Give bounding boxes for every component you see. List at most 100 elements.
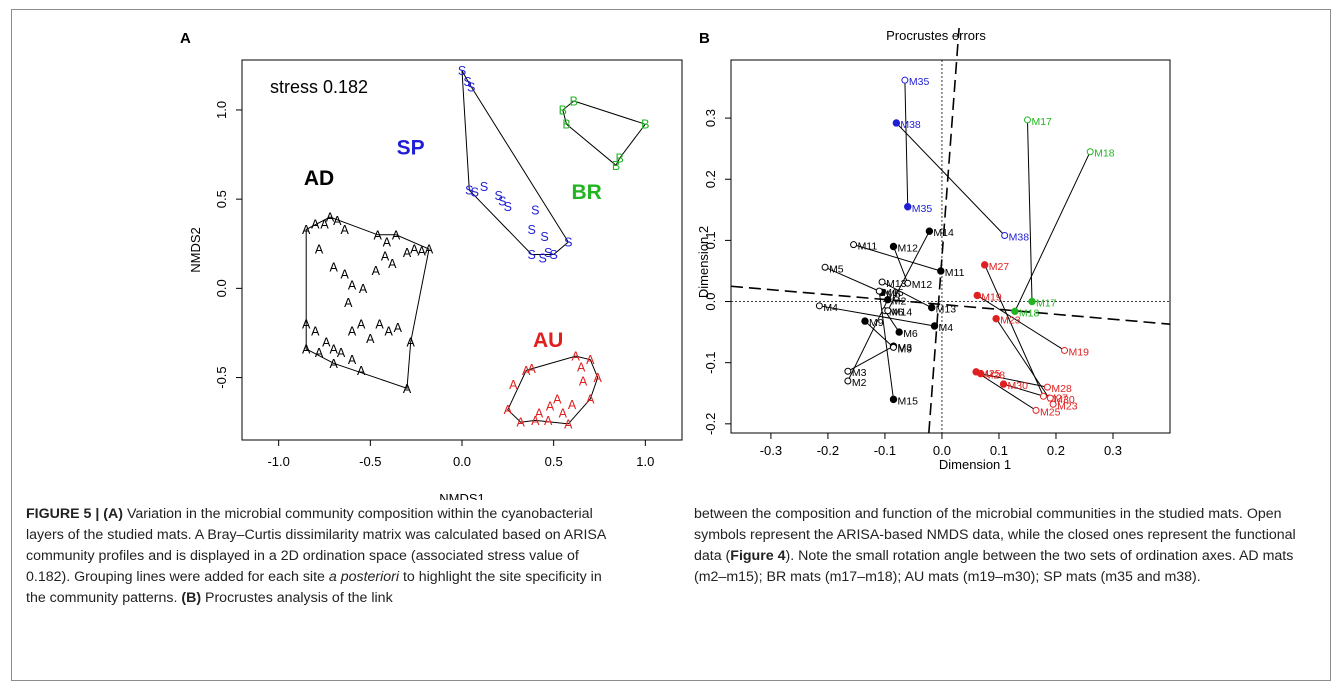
panel-b-closed-point-label: M18	[1019, 307, 1040, 319]
panel-a-point-sp: S	[549, 248, 557, 262]
panel-a-y-tick-label: 0.5	[214, 190, 229, 208]
panel-b-open-point-label: M9	[897, 343, 912, 355]
panel-a-point-au: A	[544, 414, 553, 428]
panel-a-x-tick-label: 1.0	[636, 454, 654, 469]
panel-a-y-tick-label: 1.0	[214, 101, 229, 119]
caption-figure-label: FIGURE 5 |	[26, 506, 100, 522]
panel-b-open-point	[901, 76, 909, 84]
panel-a-point-ad: A	[406, 335, 415, 349]
panel-a-point-ad: A	[329, 260, 338, 274]
panel-b-open-point-label: M25	[1040, 406, 1061, 418]
panel-b-plot-frame	[730, 59, 1171, 434]
panel-b-error-segment	[884, 310, 900, 333]
panel-b-closed-point	[889, 395, 898, 404]
panel-a-point-ad: A	[425, 243, 434, 257]
panel-a-point-br: B	[612, 159, 620, 173]
panel-a-x-axis-label: NMDS1	[439, 491, 485, 500]
panel-a-point-sp: S	[480, 180, 488, 194]
panel-b-open-point	[844, 367, 852, 375]
panel-a-point-au: A	[546, 400, 555, 414]
panel-a-point-ad: A	[403, 246, 412, 260]
panel-b-closed-point-label: M38	[900, 119, 921, 131]
panel-a-point-sp: S	[527, 223, 535, 237]
panel-a-point-au: A	[522, 364, 531, 378]
panel-b-closed-point-label: M19	[981, 291, 1002, 303]
panel-b-closed-point-label: M28	[985, 370, 1006, 382]
panel-b-closed-point	[884, 295, 892, 304]
panel-b-open-point-label: M6	[889, 307, 904, 319]
panel-b-y-tick-label: -0.1	[703, 351, 718, 373]
panel-b-open-point	[1023, 116, 1031, 124]
panel-a-point-ad: A	[383, 235, 392, 249]
panel-b-error-segment	[904, 80, 909, 207]
panel-a-point-br: B	[570, 95, 578, 109]
panel-b-open-point	[889, 343, 897, 351]
panel-b-closed-point-label: M9	[869, 317, 884, 329]
panel-b-x-tick-label: -0.2	[817, 443, 839, 458]
figure-panels: A B -1.0 -0.5 0.0 0.5 1.0 -0.5 0.0 0.5 1.0 NMDS1 NMD…	[180, 27, 1171, 500]
panel-a-point-ad: A	[348, 325, 357, 339]
caption-left-column: FIGURE 5 | (A) Variation in the microbia…	[26, 504, 606, 609]
panel-a-point-ad: A	[302, 223, 311, 237]
panel-b-open-point	[1039, 392, 1047, 400]
panel-b-open-point-label: M38	[1009, 231, 1030, 243]
panel-a-stress-annotation: stress 0.182	[270, 77, 368, 97]
panel-a-point-au: A	[504, 403, 513, 417]
panel-a-point-au: A	[571, 350, 580, 364]
panel-b-error-segment	[878, 291, 894, 400]
panel-b-closed-point	[1011, 307, 1019, 316]
panel-a-point-ad: A	[372, 264, 381, 278]
panel-b-open-point-label: M12	[912, 279, 933, 291]
panel-a-point-sp: S	[544, 246, 552, 260]
panel-b-closed-point	[992, 314, 1000, 323]
panel-b-error-segment	[864, 320, 894, 348]
panel-b-closed-point	[895, 328, 903, 336]
panel-a-hull-ad	[305, 216, 430, 389]
figure-caption: FIGURE 5 | (A) Variation in the microbia…	[26, 504, 606, 609]
panel-a-point-ad: A	[329, 343, 338, 357]
panel-b-error-segment	[977, 294, 1065, 351]
panel-a-point-br: B	[562, 118, 570, 132]
panel-b-title: Procrustes errors	[886, 28, 986, 43]
panel-a-point-ad: A	[337, 346, 346, 360]
panel-b-open-point	[1046, 394, 1054, 402]
panel-b-closed-point	[927, 303, 936, 312]
panel-b-error-segment	[853, 244, 941, 272]
panel-a-point-ad: A	[388, 257, 397, 271]
panel-b-open-point	[884, 307, 892, 315]
panel-a-point-ad: A	[322, 335, 331, 349]
panel-b-error-segment	[984, 264, 1044, 397]
panel-b-closed-point-label: M17	[1036, 298, 1057, 310]
panel-a-point-ad: A	[348, 353, 357, 367]
panel-b-error-segment	[881, 281, 932, 309]
panel-a-point-sp: S	[538, 252, 546, 266]
panel-b-closed-point-label: M35	[912, 203, 933, 215]
panel-b-error-segment	[847, 345, 894, 372]
panel-a-point-ad: A	[359, 282, 368, 296]
panel-b-open-point-label: M13	[886, 278, 907, 290]
panel-b-closed-point	[999, 380, 1008, 388]
panel-a-point-sp: S	[540, 230, 548, 244]
panel-a-point-sp: S	[458, 64, 466, 78]
panel-b-open-point	[1086, 148, 1094, 156]
panel-a-point-ad: A	[392, 228, 401, 242]
panel-a-point-sp: S	[531, 203, 539, 217]
panel-a-point-au: A	[564, 417, 573, 431]
panel-a-point-sp: S	[465, 184, 473, 198]
caption-text-3-end: between the composition and function of …	[694, 506, 1296, 564]
panel-b-y-tick-label: 0.1	[703, 231, 718, 249]
panel-a-point-sp: S	[463, 75, 471, 89]
panel-b-y-axis-label: Dimension 2	[696, 226, 711, 298]
panel-a-point-ad: A	[315, 346, 324, 360]
panel-a-point-au: A	[568, 398, 577, 412]
panel-b-open-point	[1043, 383, 1051, 391]
panel-b-closed-point-label: M3	[897, 342, 912, 354]
caption-text-1: Variation in the microbial community com…	[26, 506, 606, 585]
panel-b-closed-point-label: M30	[1008, 380, 1029, 392]
figure-frame	[11, 9, 1331, 681]
panel-b-open-point	[875, 287, 883, 295]
panel-b-open-point	[1001, 231, 1009, 239]
panel-b-open-point-label: M14	[892, 307, 913, 319]
panel-b-closed-point-label: M12	[897, 243, 918, 255]
panel-b-closed-point-label: M14	[933, 227, 954, 239]
